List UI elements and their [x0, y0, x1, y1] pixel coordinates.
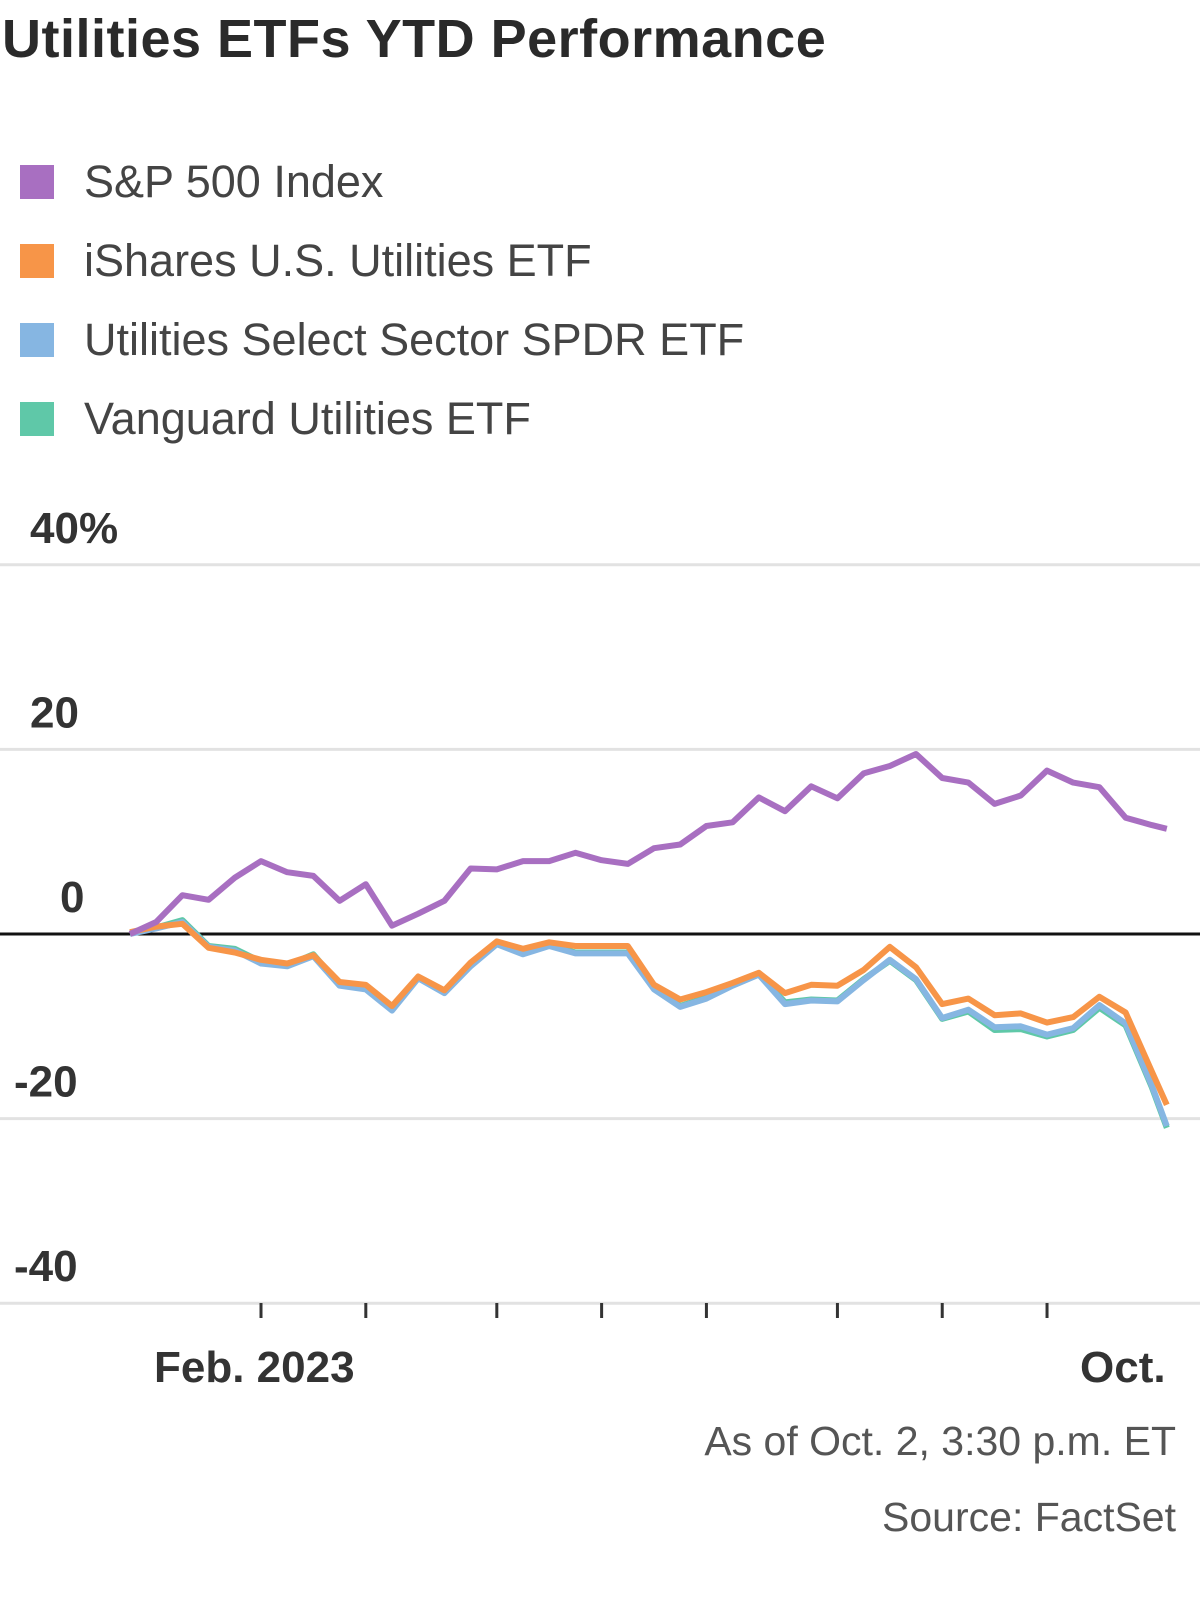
- y-tick-label: 20: [30, 688, 79, 737]
- x-tick-label: Oct.: [1080, 1343, 1166, 1392]
- legend-label: Utilities Select Sector SPDR ETF: [84, 313, 745, 365]
- y-tick-label: 0: [60, 873, 84, 922]
- series-line-utilities-select-sector-spdr-etf: [129, 919, 1170, 1128]
- y-tick-label: -20: [14, 1058, 78, 1107]
- legend-item-spdr: Utilities Select Sector SPDR ETF: [20, 300, 744, 379]
- legend-swatch: [20, 164, 54, 199]
- legend-item-vanguard: Vanguard Utilities ETF: [20, 379, 744, 458]
- x-tick-label: Feb. 2023: [154, 1343, 355, 1392]
- as-of-note: As of Oct. 2, 3:30 p.m. ET: [704, 1418, 1176, 1464]
- legend-swatch: [20, 243, 54, 278]
- legend-label: iShares U.S. Utilities ETF: [84, 234, 592, 286]
- series-line-s-p-500-index: [128, 751, 1168, 937]
- legend-item-ishares: iShares U.S. Utilities ETF: [20, 221, 744, 300]
- legend: S&P 500 Index iShares U.S. Utilities ETF…: [20, 142, 744, 458]
- legend-swatch: [20, 322, 54, 357]
- source-note: Source: FactSet: [882, 1494, 1176, 1540]
- series-line-ishares-u-s-utilities-etf: [129, 920, 1170, 1107]
- y-tick-label: 40%: [30, 504, 118, 553]
- legend-label: Vanguard Utilities ETF: [84, 392, 531, 444]
- legend-item-sp500: S&P 500 Index: [20, 142, 744, 221]
- legend-swatch: [20, 401, 54, 436]
- y-tick-label: -40: [14, 1242, 78, 1291]
- legend-label: S&P 500 Index: [84, 155, 384, 207]
- chart-title: Utilities ETFs YTD Performance: [2, 9, 827, 69]
